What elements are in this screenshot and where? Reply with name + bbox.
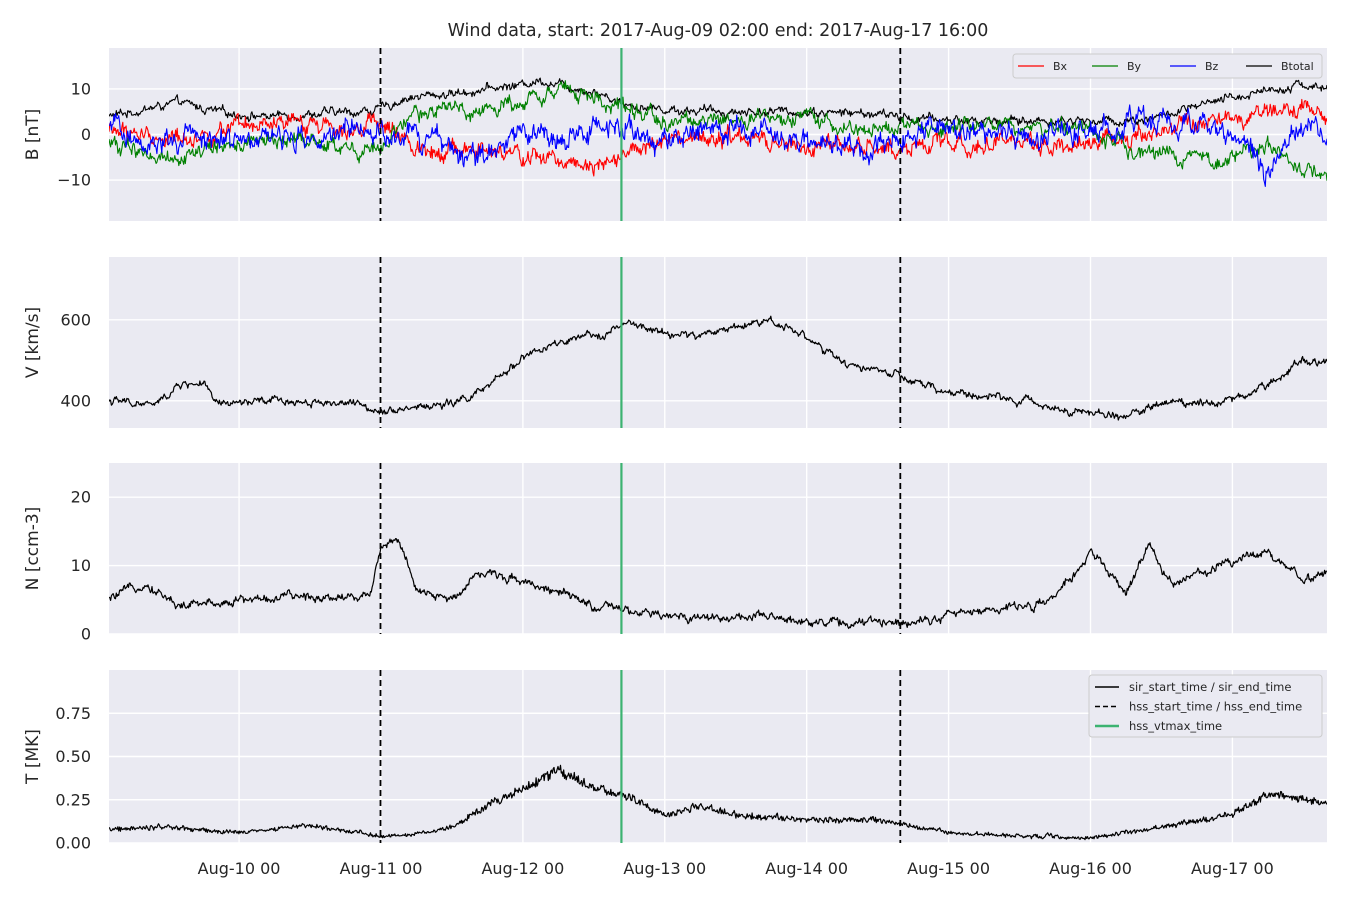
y-tick-label: 0.50 <box>55 747 91 766</box>
series-line-Bz <box>109 104 1327 187</box>
y-tick-label: 0 <box>81 125 91 144</box>
x-tick-labels: Aug-10 00 Aug-11 00 Aug-12 00 Aug-13 00 Aug-… <box>198 859 1274 878</box>
legend-label: hss_start_time / hss_end_time <box>1129 700 1302 714</box>
panels: −10 0 10 B [nT] Bx By Bz Btotal 400 600 V [km/s] 0 1… <box>23 48 1327 853</box>
legend-label: sir_start_time / sir_end_time <box>1129 680 1291 694</box>
y-tick-label: 20 <box>71 488 91 507</box>
legend-b: Bx By Bz Btotal <box>1012 53 1323 79</box>
x-tick-label: Aug-13 00 <box>623 859 706 878</box>
y-tick-label: 400 <box>60 391 91 410</box>
legend-label-Bx: Bx <box>1053 60 1068 73</box>
series-line-N <box>109 538 1327 630</box>
y-tick-label: 0.00 <box>55 834 91 853</box>
panel-V: 400 600 V [km/s] <box>23 257 1327 428</box>
x-tick-label: Aug-17 00 <box>1191 859 1274 878</box>
y-tick-label: 0.25 <box>55 790 91 809</box>
legend-label-By: By <box>1127 60 1142 73</box>
panel-B: −10 0 10 B [nT] Bx By Bz Btotal <box>23 48 1327 221</box>
x-tick-label: Aug-16 00 <box>1049 859 1132 878</box>
panel-background <box>109 257 1327 428</box>
x-tick-label: Aug-15 00 <box>907 859 990 878</box>
y-tick-label: 0 <box>81 625 91 644</box>
y-axis-label: N [ccm-3] <box>23 507 43 591</box>
series-line-T <box>109 764 1327 841</box>
legend-box <box>1088 674 1323 738</box>
x-tick-label: Aug-14 00 <box>765 859 848 878</box>
y-axis-label: B [nT] <box>23 109 43 161</box>
x-tick-label: Aug-11 00 <box>340 859 423 878</box>
series-group <box>109 77 1327 187</box>
y-tick-label: −10 <box>57 171 91 190</box>
legend-box <box>1012 53 1323 79</box>
panel-background <box>109 463 1327 634</box>
series-line-Btotal <box>109 77 1327 128</box>
legend-label-Bz: Bz <box>1205 60 1219 73</box>
y-axis-label: T [MK] <box>23 729 43 785</box>
y-axis-label: V [km/s] <box>23 307 43 378</box>
y-tick-label: 0.75 <box>55 704 91 723</box>
panel-N: 0 10 20 N [ccm-3] <box>23 463 1327 644</box>
series-group <box>109 764 1327 841</box>
y-tick-label: 10 <box>71 556 91 575</box>
x-tick-label: Aug-10 00 <box>198 859 281 878</box>
x-tick-label: Aug-12 00 <box>481 859 564 878</box>
series-line-V <box>109 315 1327 421</box>
series-group <box>109 538 1327 630</box>
panel-T: 0.00 0.25 0.50 0.75 T [MK] sir_start_time / s… <box>23 670 1327 853</box>
chart-title: Wind data, start: 2017-Aug-09 02:00 end:… <box>448 21 989 41</box>
legend-label: hss_vtmax_time <box>1129 719 1222 733</box>
legend-label-Btotal: Btotal <box>1281 60 1314 73</box>
legend-t: sir_start_time / sir_end_time hss_start_t… <box>1088 674 1323 738</box>
y-tick-label: 600 <box>60 310 91 329</box>
y-tick-label: 10 <box>71 79 91 98</box>
series-group <box>109 315 1327 421</box>
